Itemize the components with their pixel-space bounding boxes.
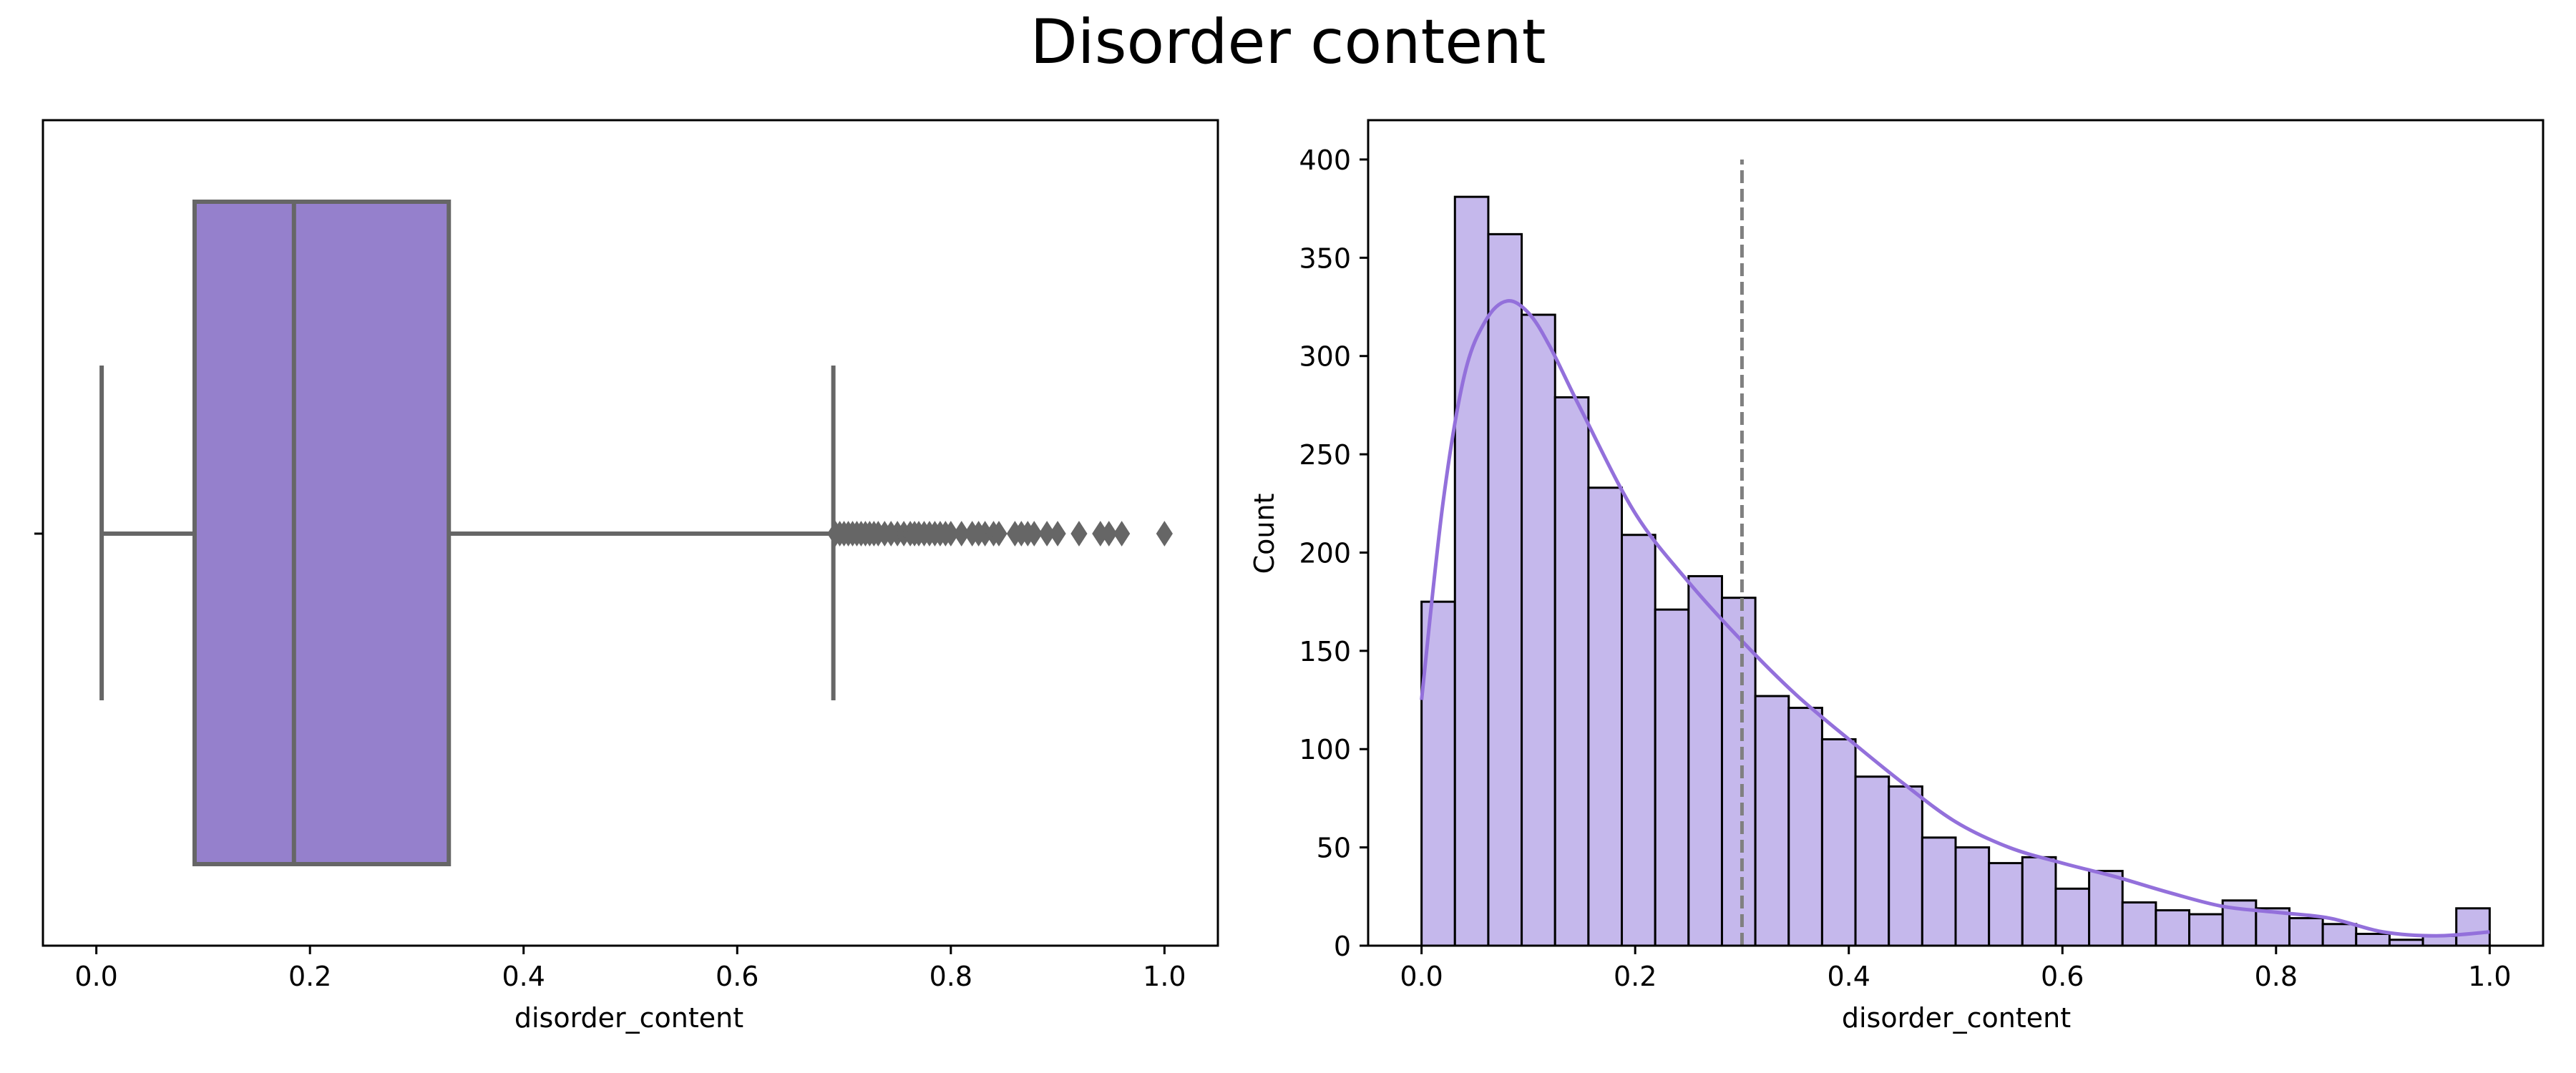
box-x-axis-label: disorder_content bbox=[514, 1002, 743, 1034]
y-tick-label: 300 bbox=[1299, 341, 1351, 373]
outlier-point bbox=[990, 521, 1008, 547]
y-tick-label: 150 bbox=[1299, 636, 1351, 667]
histogram-bar bbox=[2288, 917, 2324, 947]
x-tick-label: 0.2 bbox=[1614, 961, 1657, 992]
iqr-box bbox=[192, 200, 452, 866]
histogram-bar bbox=[1921, 836, 1957, 947]
x-tick-label: 0.8 bbox=[930, 961, 972, 992]
histogram-bar bbox=[2355, 933, 2391, 947]
histogram-panel: disorder_content Count 0.0 0.2 0.4 0.6 0.8 1.… bbox=[1249, 119, 2545, 1034]
histogram-bar bbox=[2188, 913, 2224, 947]
kde-curve bbox=[1420, 299, 2490, 938]
histogram-bar bbox=[1553, 396, 1590, 947]
histogram-bar bbox=[2455, 907, 2491, 947]
histogram-bar bbox=[1453, 195, 1490, 947]
histogram-bar bbox=[1687, 574, 1723, 947]
histogram-bar bbox=[1720, 597, 1757, 947]
outlier-point bbox=[1113, 521, 1131, 547]
histogram-bar bbox=[2021, 856, 2057, 947]
x-tick-label: 0.0 bbox=[74, 961, 117, 992]
box-plot-panel: disorder_content 0.0 0.2 0.4 0.6 0.8 1.0 bbox=[34, 119, 1219, 1034]
histogram-bar bbox=[2155, 909, 2191, 947]
histogram-frame bbox=[1367, 119, 2545, 947]
x-tick-label: 1.0 bbox=[1143, 961, 1186, 992]
x-tick-label: 0.4 bbox=[1828, 961, 1870, 992]
hist-x-axis-label: disorder_content bbox=[1842, 1002, 2071, 1034]
y-tick-label: 350 bbox=[1299, 242, 1351, 274]
x-tick-label: 0.4 bbox=[502, 961, 545, 992]
histogram-bar bbox=[1521, 313, 1556, 947]
histogram-bar bbox=[2121, 901, 2157, 947]
y-tick-label: 0 bbox=[1334, 931, 1351, 962]
x-tick-label: 0.0 bbox=[1400, 961, 1443, 992]
outlier-point bbox=[1070, 521, 1088, 547]
histogram-bar bbox=[1988, 862, 2024, 947]
outlier-point bbox=[1101, 521, 1118, 547]
hist-y-axis-label: Count bbox=[1249, 494, 1280, 574]
histogram-bar bbox=[1621, 534, 1657, 947]
histogram-bar bbox=[1754, 695, 1790, 947]
histogram-bar bbox=[1587, 486, 1624, 947]
y-tick-label: 250 bbox=[1299, 439, 1351, 471]
histogram-bar bbox=[2321, 923, 2358, 947]
histogram-bar bbox=[1654, 608, 1690, 947]
y-tick-label: 200 bbox=[1299, 537, 1351, 569]
outlier-point bbox=[1156, 521, 1173, 547]
x-tick-label: 1.0 bbox=[2468, 961, 2511, 992]
y-tick-label: 400 bbox=[1299, 144, 1351, 176]
histogram-bar bbox=[1787, 707, 1823, 947]
y-tick-label: 100 bbox=[1299, 734, 1351, 765]
outlier-point bbox=[1049, 521, 1066, 547]
x-tick-label: 0.2 bbox=[288, 961, 331, 992]
histogram-bar bbox=[1888, 785, 1923, 947]
histogram-bar bbox=[1820, 738, 1857, 947]
histogram-bar bbox=[2054, 887, 2091, 947]
x-tick-label: 0.8 bbox=[2255, 961, 2298, 992]
histogram-bar bbox=[1854, 775, 1890, 947]
histogram-bar bbox=[1954, 846, 1991, 947]
figure-title: Disorder content bbox=[1030, 6, 1546, 78]
histogram-bar bbox=[1487, 232, 1523, 947]
histogram-bar bbox=[2088, 870, 2124, 947]
x-tick-label: 0.6 bbox=[2041, 961, 2084, 992]
outlier-point bbox=[1025, 521, 1043, 547]
x-tick-label: 0.6 bbox=[716, 961, 758, 992]
y-tick-label: 50 bbox=[1317, 833, 1351, 864]
